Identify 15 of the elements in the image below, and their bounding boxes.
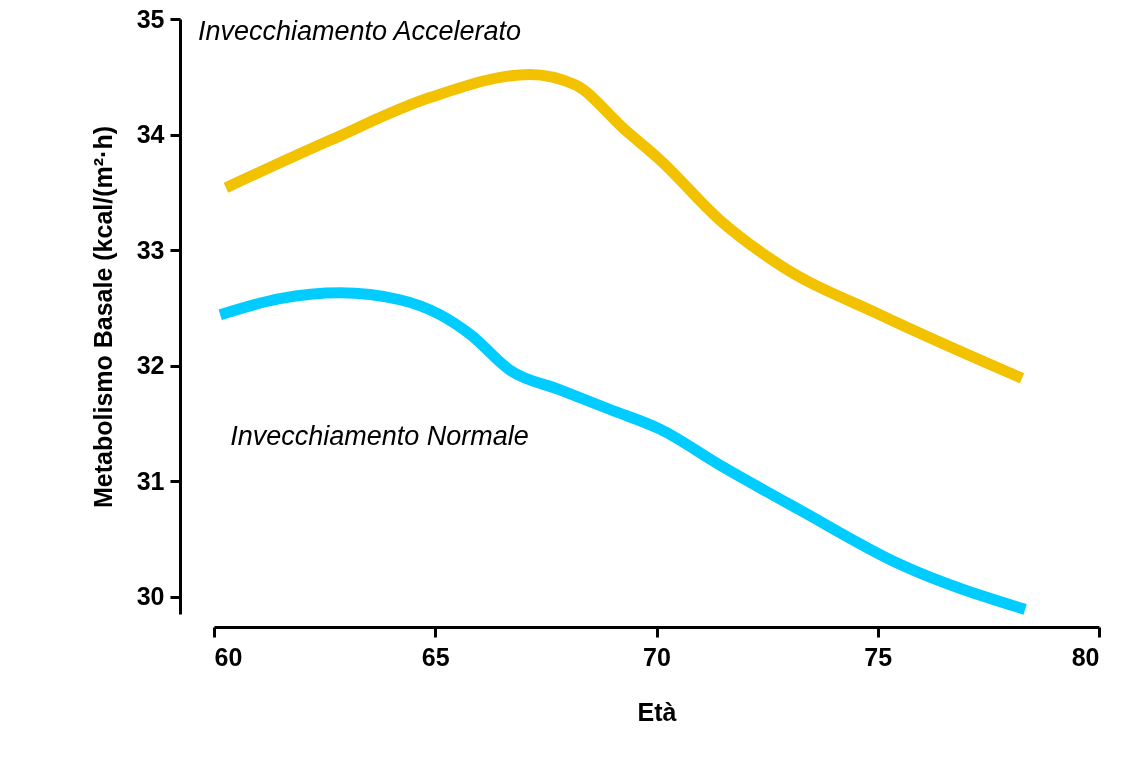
y-tick-label: 32 bbox=[136, 351, 165, 380]
x-tick-label: 80 bbox=[1071, 642, 1100, 671]
x-tick-label: 60 bbox=[214, 642, 243, 671]
y-tick-label: 34 bbox=[136, 120, 165, 149]
y-tick-label: 30 bbox=[136, 582, 165, 611]
series-label: Invecchiamento Accelerato bbox=[197, 15, 522, 46]
y-tick-label: 35 bbox=[136, 4, 165, 33]
x-tick-label: 65 bbox=[421, 642, 450, 671]
y-tick-label: 33 bbox=[136, 235, 165, 264]
x-axis-title: Età bbox=[637, 697, 677, 726]
y-axis-title: Metabolismo Basale (kcal/(m²·h) bbox=[88, 125, 117, 509]
x-tick-label: 70 bbox=[643, 642, 671, 671]
x-tick-label: 75 bbox=[864, 642, 893, 671]
y-tick-label: 31 bbox=[136, 466, 165, 495]
series-label: Invecchiamento Normale bbox=[230, 420, 529, 451]
